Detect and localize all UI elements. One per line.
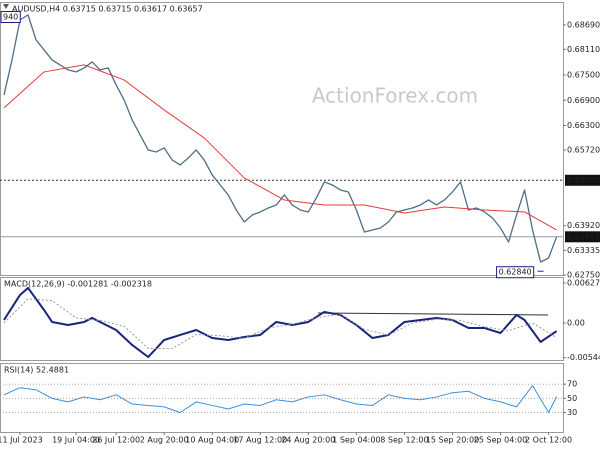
y-tick-label: 0.006275 [567, 279, 600, 288]
marker-label-text: 0.62840 [499, 268, 532, 277]
price-label-box [565, 231, 600, 243]
main-panel-frame [0, 2, 564, 276]
marker-label: 0.62840 [496, 266, 535, 279]
macd-panel-frame [0, 277, 564, 361]
high-label: 940 [0, 11, 21, 23]
x-tick-label: 10 Aug 04:00 [185, 436, 239, 445]
y-tick-label: 0.68110 [567, 45, 600, 54]
watermark: ActionForex.com [312, 84, 478, 108]
y-tick-label: 0.62750 [567, 271, 600, 280]
series-line [3, 385, 558, 414]
series-line [3, 286, 558, 359]
x-tick-label: 2 Oct 12:00 [525, 436, 572, 445]
x-tick-label: 25 Sep 04:00 [474, 436, 527, 445]
y-tick-label: 0.67500 [567, 71, 600, 80]
y-tick-label: 0.68690 [567, 20, 600, 29]
x-tick-label: 8 Sep 12:00 [380, 436, 428, 445]
x-tick-label: 19 Jul 04:00 [52, 436, 100, 445]
high-label-text: 940 [3, 13, 18, 22]
macd-trend-line [317, 312, 549, 316]
symbol-icon [3, 4, 9, 9]
panel-title: AUDUSD,H4 0.63715 0.63715 0.63617 0.6365… [12, 5, 203, 14]
price-label-box [565, 174, 600, 186]
x-tick-label: 2 Aug 20:00 [140, 436, 189, 445]
y-tick-label: 70 [567, 380, 577, 389]
y-tick-label: 0.00 [567, 318, 585, 327]
y-tick-label: 30 [567, 408, 577, 417]
y-tick-label: 0.66900 [567, 96, 600, 105]
x-tick-label: 26 Jul 12:00 [92, 436, 140, 445]
y-tick-label: 0.63335 [567, 246, 600, 255]
x-tick-label: 15 Sep 20:00 [426, 436, 479, 445]
series-line [3, 64, 557, 231]
price-label: 0.65000 [565, 174, 600, 186]
price-label: 0.63657 [565, 231, 600, 243]
x-tick-label: 24 Aug 20:00 [281, 436, 335, 445]
y-tick-label: -0.005446 [567, 353, 600, 362]
price-label-text: 0.63657 [567, 232, 600, 241]
y-tick-label: 0.65720 [567, 145, 600, 154]
series-line [3, 298, 557, 349]
x-tick-label: 17 Aug 12:00 [233, 436, 287, 445]
price-label-text: 0.65000 [567, 176, 600, 185]
panel-title: RSI(14) 52.4881 [4, 366, 69, 375]
x-tick-label: 1 Sep 04:00 [332, 436, 380, 445]
marker-label-box [496, 266, 535, 279]
x-tick-label: 11 Jul 2023 [0, 436, 43, 445]
high-label-box [0, 11, 21, 23]
series-line [3, 14, 558, 263]
y-tick-label: 0.66300 [567, 121, 600, 130]
panel-title: MACD(12,26,9) -0.001281 -0.002318 [4, 280, 152, 289]
y-tick-label: 0.63920 [567, 221, 600, 230]
y-tick-label: 50 [567, 394, 577, 403]
